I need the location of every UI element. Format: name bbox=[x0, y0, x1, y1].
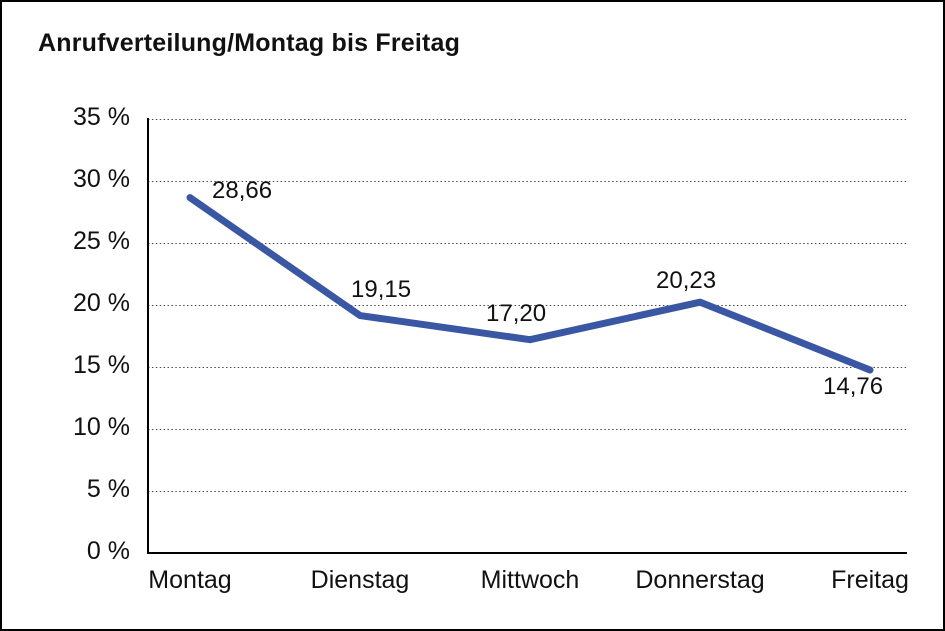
data-series-line bbox=[186, 194, 874, 374]
chart-title: Anrufverteilung/Montag bis Freitag bbox=[38, 29, 461, 57]
